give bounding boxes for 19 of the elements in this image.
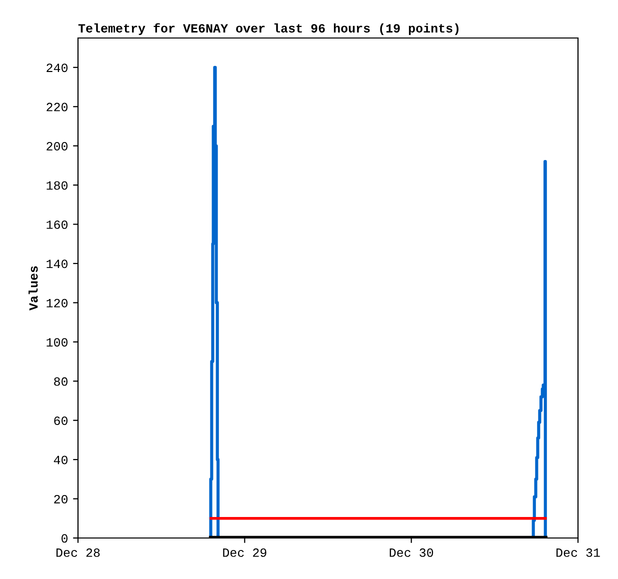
x-tick-label: Dec 31 bbox=[556, 548, 600, 557]
y-tick-label: 60 bbox=[54, 416, 68, 426]
x-tick-label: Dec 29 bbox=[223, 548, 266, 557]
chart-title: Telemetry for VE6NAY over last 96 hours (19 points) bbox=[78, 23, 458, 36]
y-tick-label: 160 bbox=[46, 220, 68, 229]
y-tick-label: 120 bbox=[46, 298, 68, 308]
y-tick-label: 100 bbox=[46, 338, 68, 347]
y-tick-label: 40 bbox=[54, 456, 68, 464]
x-tick-label: Dec 30 bbox=[390, 548, 434, 557]
y-tick-label: 240 bbox=[46, 64, 68, 72]
x-tick-label: Dec 28 bbox=[56, 548, 100, 557]
y-tick-label: 20 bbox=[54, 494, 68, 504]
y-tick-label: 200 bbox=[46, 142, 68, 150]
y-axis-title: Values bbox=[28, 266, 38, 310]
y-tick-label: 180 bbox=[46, 181, 68, 190]
y-tick-label: 80 bbox=[54, 377, 68, 386]
y-tick-label: 220 bbox=[46, 102, 68, 112]
y-tick-label: 140 bbox=[46, 260, 68, 268]
y-tick-label: 0 bbox=[62, 534, 68, 543]
